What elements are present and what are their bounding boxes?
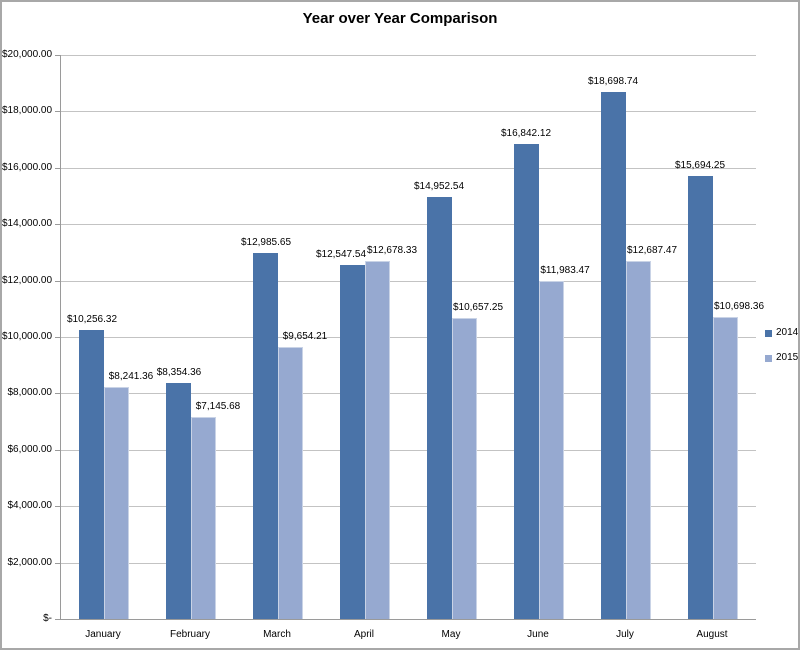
y-axis-tick [55,619,60,620]
legend-item-2014: 2014 [765,327,798,339]
bar-2014-august [688,176,713,619]
data-label-2015-august: $10,698.36 [713,301,765,312]
gridline [61,111,756,112]
legend-swatch-2014 [765,329,772,337]
legend-item-2015: 2015 [765,352,798,364]
chart-title: Year over Year Comparison [302,10,498,27]
bar-2015-may [452,318,477,619]
x-axis-label-may: May [441,629,461,640]
gridline [61,506,756,507]
data-label-2015-june: $11,983.47 [540,265,590,276]
y-axis-label: $10,000.00 [2,331,53,342]
data-label-2014-march: $12,985.65 [240,237,292,248]
y-axis-tick [55,506,60,507]
legend-label-2014: 2014 [776,327,799,338]
bar-2014-may [427,197,452,619]
gridline [61,337,756,338]
x-axis-label-july: July [616,629,634,640]
y-axis-tick [55,224,60,225]
y-axis-label: $6,000.00 [7,444,53,455]
y-axis-label: $- [43,613,52,624]
x-axis-label-august: August [696,629,728,640]
y-axis-label: $2,000.00 [7,557,53,568]
x-axis-label-june: June [527,629,549,640]
x-axis-label-february: February [169,629,211,640]
data-label-2014-april: $12,547.54 [315,249,367,260]
y-axis-label: $16,000.00 [2,162,53,173]
data-label-2014-may: $14,952.54 [413,181,465,192]
bar-2015-january [104,387,129,619]
y-axis-label: $12,000.00 [2,275,53,286]
gridline [61,55,756,56]
data-label-2014-july: $18,698.74 [587,76,639,87]
bar-2015-february [191,417,216,619]
data-label-2015-january: $8,241.36 [108,371,154,382]
legend-label-2015: 2015 [776,352,799,363]
gridline [61,281,756,282]
y-axis-label: $14,000.00 [2,218,53,229]
y-axis-tick [55,111,60,112]
legend-swatch-2015 [765,354,772,362]
data-label-2014-august: $15,694.25 [674,160,726,171]
y-axis-label: $18,000.00 [2,105,53,116]
bar-2014-july [601,92,626,619]
legend: 2014 2015 [765,327,798,377]
y-axis-label: $20,000.00 [2,49,53,60]
bar-2014-june [514,144,539,619]
bar-2015-july [626,261,651,619]
y-axis-label: $8,000.00 [7,387,53,398]
y-axis-tick [55,393,60,394]
data-label-2014-february: $8,354.36 [156,367,202,378]
y-axis-tick [55,563,60,564]
gridline [61,168,756,169]
x-axis-label-january: January [85,629,121,640]
bar-2015-august [713,317,738,619]
y-axis-tick [55,55,60,56]
data-label-2014-june: $16,842.12 [500,128,552,139]
data-label-2014-january: $10,256.32 [66,314,118,325]
plot-area: $10,256.32 $8,241.36 $8,354.36 $7,145.68 $12… [60,55,764,620]
data-label-2015-may: $10,657.25 [452,302,504,313]
gridline [61,224,756,225]
y-axis-tick [55,450,60,451]
y-axis-label: $4,000.00 [7,500,53,511]
y-axis-tick [55,337,60,338]
data-label-2015-february: $7,145.68 [195,401,241,412]
bar-2015-june [539,281,564,619]
bar-2014-march [253,253,278,619]
x-axis-label-march: March [263,629,291,640]
bar-2015-april [365,261,390,619]
bar-2014-april [340,265,365,619]
gridline [61,563,756,564]
bar-2014-january [79,330,104,619]
bar-2014-february [166,383,191,619]
x-axis-label-april: April [353,629,375,640]
bar-2015-march [278,347,303,619]
data-label-2015-july: $12,687.47 [626,245,678,256]
gridline [61,393,756,394]
data-label-2015-march: $9,654.21 [282,331,328,342]
gridline [61,450,756,451]
y-axis-tick [55,281,60,282]
data-label-2015-april: $12,678.33 [366,245,418,256]
y-axis-tick [55,168,60,169]
